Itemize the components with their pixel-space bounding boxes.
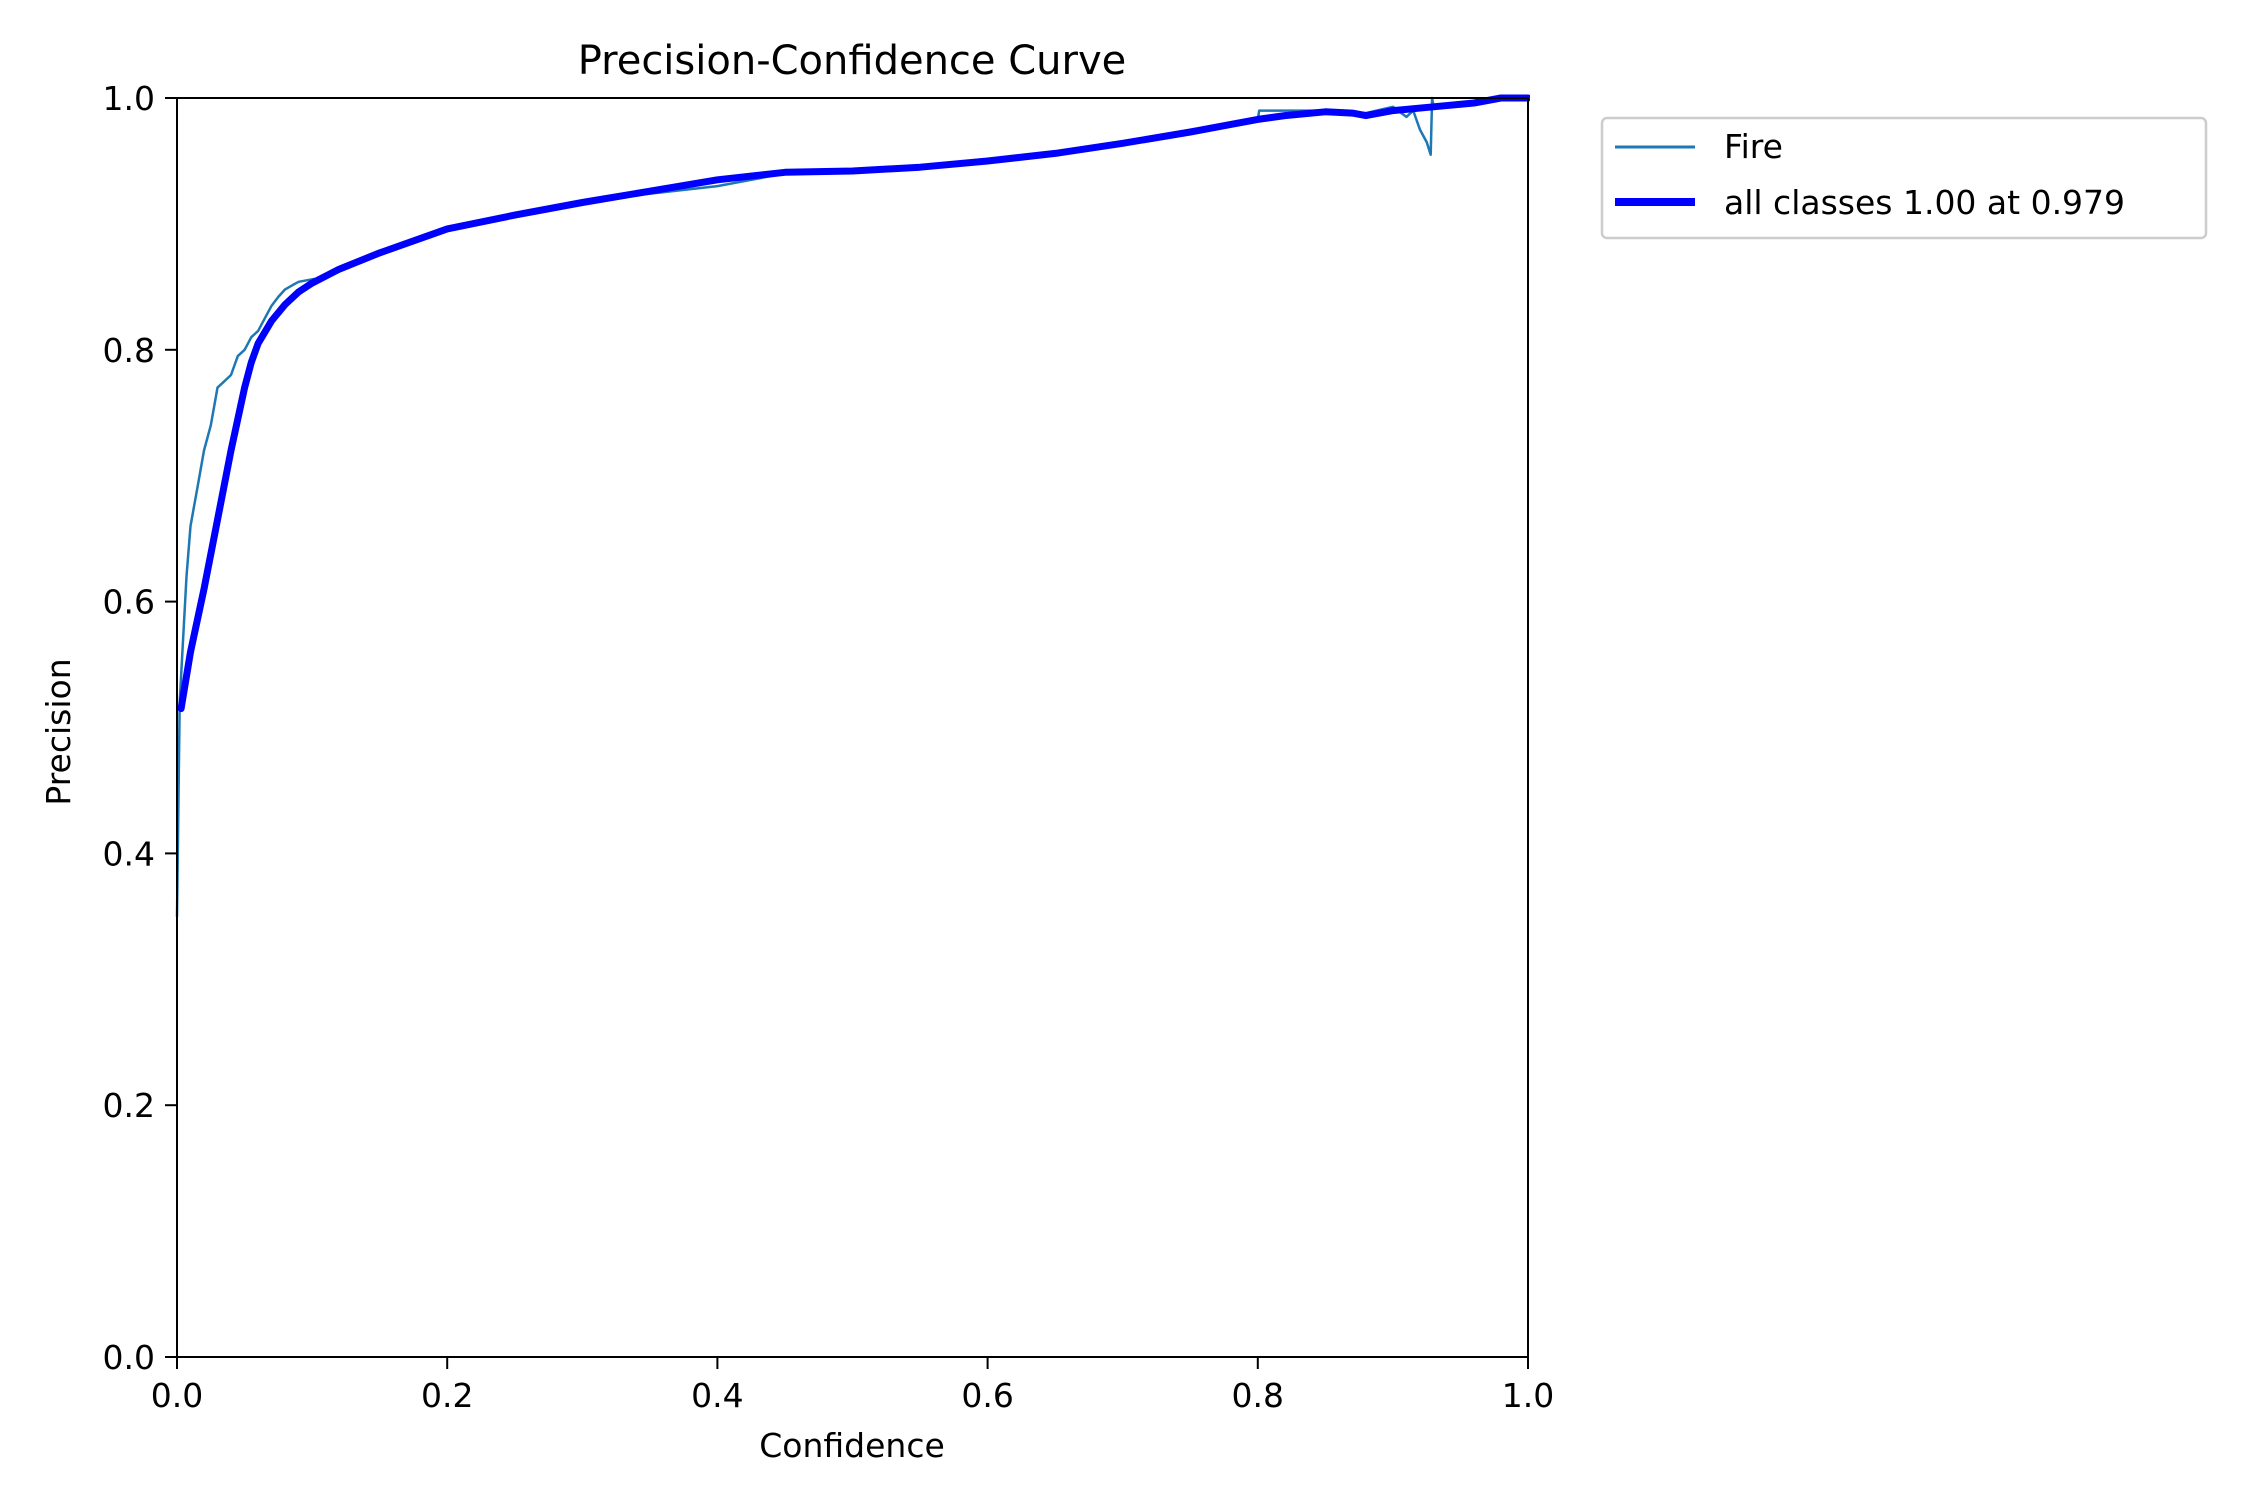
legend-label-fire: Fire (1724, 127, 1783, 166)
y-tick-label: 0.8 (103, 331, 155, 370)
series-line-fire (175, 96, 1530, 918)
legend: Fire all classes 1.00 at 0.979 (1600, 116, 2208, 240)
x-tick-label: 0.0 (151, 1376, 203, 1415)
x-tick-label: 0.8 (1232, 1376, 1284, 1415)
y-tick-label: 0.4 (103, 834, 155, 873)
x-tick-label: 0.2 (421, 1376, 473, 1415)
plot-frame (176, 97, 1529, 1358)
x-axis-label: Confidence (759, 1426, 945, 1465)
y-axis-label: Precision (39, 658, 78, 805)
y-axis-ticks: 0.0 0.2 0.4 0.6 0.8 1.0 (103, 79, 177, 1377)
legend-label-all-classes: all classes 1.00 at 0.979 (1724, 183, 2125, 222)
y-tick-label: 0.6 (103, 583, 155, 622)
y-tick-label: 1.0 (103, 79, 155, 118)
x-tick-label: 0.4 (691, 1376, 743, 1415)
x-tick-label: 0.6 (961, 1376, 1013, 1415)
legend-box (1600, 116, 2208, 240)
series-line-all-classes (177, 94, 1530, 713)
y-tick-label: 0.2 (103, 1086, 155, 1125)
y-tick-label: 0.0 (103, 1338, 155, 1377)
x-axis-ticks: 0.0 0.2 0.4 0.6 0.8 1.0 (151, 1357, 1554, 1415)
x-tick-label: 1.0 (1502, 1376, 1554, 1415)
plot-area (175, 94, 1530, 1358)
chart-title: Precision-Confidence Curve (578, 38, 1127, 84)
